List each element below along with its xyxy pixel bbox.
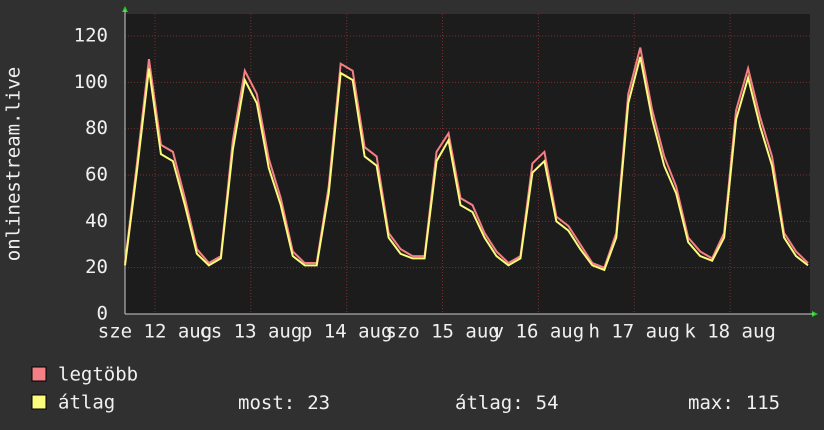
stat: most: 23 xyxy=(238,392,330,414)
stat-value: 115 xyxy=(746,392,780,414)
y-tick-label: 40 xyxy=(85,210,108,232)
series-line xyxy=(124,47,809,269)
stat-label: max: xyxy=(688,392,734,414)
axis-arrow xyxy=(122,6,128,12)
y-tick-label: 80 xyxy=(85,117,108,139)
stat: átlag: 54 xyxy=(455,392,559,414)
series-line xyxy=(124,56,809,272)
legend-swatch xyxy=(31,394,47,410)
legend-label: legtöbb xyxy=(58,364,138,386)
y-tick-label: 120 xyxy=(74,25,108,47)
stat: max: 115 xyxy=(688,392,780,414)
y-tick-label: 20 xyxy=(85,256,108,278)
x-tick-label: h 17 aug xyxy=(588,321,680,343)
y-tick-label: 0 xyxy=(97,303,108,325)
plot-area xyxy=(125,14,810,314)
x-tick-label: v 16 aug xyxy=(493,321,585,343)
x-tick-label: p 14 aug xyxy=(301,321,393,343)
stat-label: átlag: xyxy=(455,392,524,414)
x-tick-label: k 18 aug xyxy=(684,321,776,343)
x-tick-label: cs 13 aug xyxy=(199,321,302,343)
stat-value: 23 xyxy=(307,392,330,414)
y-tick-label: 100 xyxy=(74,71,108,93)
y-axis-label: onlinestream.live xyxy=(3,67,25,261)
axis-arrow xyxy=(812,311,818,317)
stat-label: most: xyxy=(238,392,295,414)
legend-label: átlag xyxy=(58,392,115,414)
x-tick-label: sze 12 aug xyxy=(98,321,212,343)
y-tick-label: 60 xyxy=(85,164,108,186)
legend-swatch xyxy=(31,366,47,382)
stat-value: 54 xyxy=(536,392,559,414)
x-tick-label: szo 15 aug xyxy=(385,321,499,343)
